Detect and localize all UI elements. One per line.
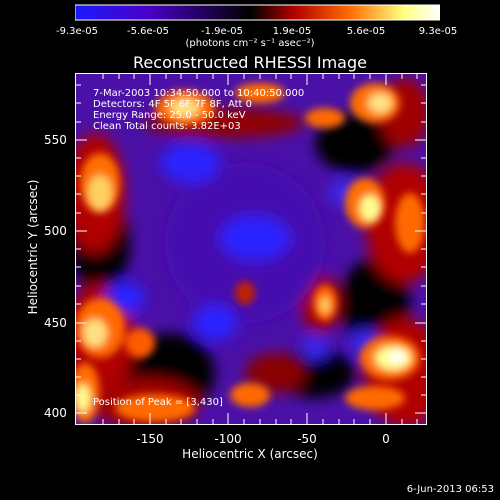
energy-range-label: Energy Range: 25.0 - 50.0 keV bbox=[93, 110, 246, 121]
x-axis-label: Heliocentric X (arcsec) bbox=[182, 447, 318, 461]
x-tick-label: -150 bbox=[136, 432, 164, 446]
overlay-info: 7-Mar-2003 10:34:50.000 to 10:40:50.000 … bbox=[93, 88, 304, 132]
colorbar-units-label: (photons cm⁻² s⁻¹ asec⁻²) bbox=[185, 38, 315, 49]
colorbar-tick: 9.3e-05 bbox=[418, 26, 458, 37]
colorbar bbox=[75, 4, 440, 21]
detectors-label: Detectors: 4F 5F 6F 7F 8F, Att 0 bbox=[93, 99, 253, 110]
colorbar-tick: -9.3e-05 bbox=[56, 26, 98, 37]
y-tick-label: 550 bbox=[44, 133, 67, 147]
x-tick-label: -50 bbox=[297, 432, 317, 446]
y-tick-labels: 400 450 500 550 bbox=[44, 0, 74, 500]
y-tick-label: 500 bbox=[44, 224, 67, 238]
y-axis-label: Heliocentric Y (arcsec) bbox=[26, 179, 40, 315]
colorbar-tick: 5.6e-05 bbox=[346, 26, 386, 37]
rhessi-image bbox=[75, 73, 427, 425]
clean-counts-label: Clean Total counts: 3.82E+03 bbox=[93, 121, 241, 132]
timestamp: 6-Jun-2013 06:53 bbox=[406, 484, 494, 495]
colorbar-tick: -1.9e-05 bbox=[201, 26, 243, 37]
colorbar-tick: 1.9e-05 bbox=[272, 26, 312, 37]
time-range-label: 7-Mar-2003 10:34:50.000 to 10:40:50.000 bbox=[93, 88, 305, 99]
plot-title: Reconstructed RHESSI Image bbox=[133, 53, 367, 72]
colorbar-tick: -5.6e-05 bbox=[127, 26, 169, 37]
axis-ticks bbox=[75, 73, 427, 425]
x-tick-labels: -150 -100 -50 0 bbox=[0, 432, 500, 448]
y-tick-label: 400 bbox=[44, 406, 67, 420]
peak-position-label: Position of Peak = [3,430] bbox=[93, 397, 223, 408]
x-tick-label: 0 bbox=[382, 432, 390, 446]
y-tick-label: 450 bbox=[44, 316, 67, 330]
x-tick-label: -100 bbox=[214, 432, 242, 446]
colorbar-ticks: -9.3e-05 -5.6e-05 -1.9e-05 1.9e-05 5.6e-… bbox=[0, 26, 500, 40]
